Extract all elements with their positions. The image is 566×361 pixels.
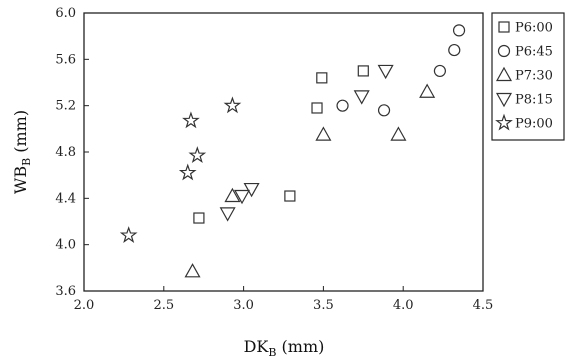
data-point-square: [311, 102, 323, 114]
legend-square-icon: [498, 21, 510, 33]
legend-triangle-up-icon: [495, 66, 513, 82]
y-tick-label: 4.8: [55, 145, 76, 160]
data-point-star: [119, 226, 138, 243]
x-tick-label: 4.0: [393, 298, 414, 313]
data-point-triangle-down: [377, 64, 394, 80]
legend-label: P9:00: [515, 117, 553, 132]
x-tick-label: 3.5: [313, 298, 334, 313]
data-point-triangle-up: [419, 83, 436, 98]
data-point-square: [193, 212, 205, 224]
data-point-star: [178, 163, 197, 181]
data-point-triangle-down: [353, 90, 370, 105]
data-point-square: [316, 72, 328, 84]
x-axis: 2.0 2.5 3.0 3.5 4.0 4.5: [74, 286, 494, 313]
y-axis: 3.6 4.0 4.4 4.8 5.2 5.6 6.0: [55, 6, 89, 299]
x-axis-title: DKB (mm): [244, 337, 325, 359]
y-tick-label: 4.4: [55, 191, 76, 206]
data-point-triangle-down: [243, 182, 260, 198]
legend-label: P6:45: [515, 45, 553, 60]
data-point-circle: [433, 64, 447, 78]
plot-frame: [83, 12, 484, 292]
data-point-square: [284, 190, 296, 202]
legend-triangle-down-icon: [495, 92, 513, 108]
legend-label: P7:30: [515, 69, 553, 84]
data-point-triangle-up: [224, 187, 241, 203]
y-tick-label: 3.6: [55, 284, 76, 299]
data-point-circle: [336, 99, 349, 112]
x-tick-label: 4.5: [473, 298, 494, 313]
legend-box: [491, 12, 565, 141]
x-tick-label: 2.0: [74, 298, 95, 313]
data-point-circle: [452, 24, 466, 37]
data-point-triangle-up: [184, 263, 201, 278]
y-tick-label: 5.6: [55, 52, 76, 67]
data-point-circle: [377, 104, 391, 117]
x-tick-label: 2.5: [153, 298, 174, 313]
data-point-square: [357, 65, 369, 77]
data-point-star: [223, 96, 242, 114]
data-point-circle: [448, 43, 461, 57]
legend: P6:00 P6:45 P7:30 P8:15 P9:00: [491, 12, 565, 141]
legend-star-icon: [495, 113, 513, 131]
data-point-triangle-down: [219, 207, 236, 222]
y-tick-label: 6.0: [55, 6, 76, 21]
x-tick-label: 3.0: [233, 298, 254, 313]
data-points: [119, 24, 466, 278]
data-point-star: [188, 146, 207, 164]
data-point-triangle-up: [315, 126, 332, 141]
y-tick-label: 5.2: [55, 99, 76, 114]
data-point-triangle-up: [390, 126, 407, 141]
data-point-triangle-down: [233, 189, 251, 205]
y-tick-label: 4.0: [55, 238, 76, 253]
legend-label: P6:00: [515, 21, 553, 36]
data-point-star: [182, 111, 200, 129]
y-axis-title: WBB (mm): [11, 110, 33, 194]
legend-label: P8:15: [515, 93, 553, 108]
legend-circle-icon: [497, 44, 511, 58]
